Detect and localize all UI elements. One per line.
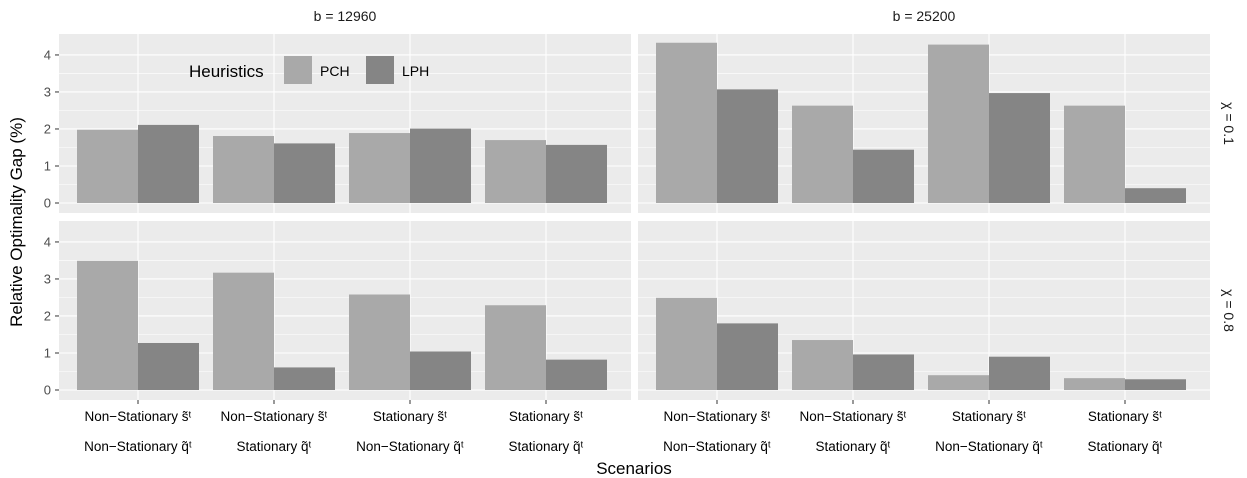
bar-pch [656,42,717,203]
bar-pch [928,44,989,203]
row-strip-label: χ = 0.8 [1221,289,1237,332]
y-tick-label: 1 [44,345,51,360]
y-tick-label: 2 [44,308,51,323]
y-tick-label: 4 [44,47,51,62]
x-category-label: Non−Stationary q̃ᵗ [356,439,464,454]
bar-lph [546,144,607,203]
bar-pch [77,260,138,390]
legend-key-lph [366,56,394,84]
bar-lph [1125,188,1186,203]
bar-lph [274,143,335,203]
bar-pch [792,340,853,390]
y-tick-label: 2 [44,121,51,136]
y-tick-label: 4 [44,234,51,249]
bar-lph [717,323,778,390]
bar-lph [138,124,199,203]
column-strip-label: b = 25200 [893,8,956,24]
bar-pch [77,129,138,203]
x-category-label: Stationary q̃ᵗ [236,439,311,454]
x-category-label: Non−Stationary q̃ᵗ [84,439,192,454]
column-strip-label: b = 12960 [314,8,377,24]
legend-label: LPH [402,63,429,79]
y-tick-label: 0 [44,383,51,398]
x-category-label: Non−Stationary s̃ᵗ [664,409,771,424]
x-axis-title: Scenarios [596,459,672,478]
bar-pch [349,294,410,390]
x-category-label: Non−Stationary s̃ᵗ [85,409,192,424]
x-category-label: Stationary q̃ᵗ [1087,439,1162,454]
bar-pch [349,133,410,203]
row-strip-label: χ = 0.1 [1221,102,1237,145]
bar-pch [1064,378,1125,390]
bar-lph [274,367,335,390]
x-category-label: Non−Stationary q̃ᵗ [663,439,771,454]
x-category-label: Non−Stationary q̃ᵗ [935,439,1043,454]
bar-pch [928,375,989,390]
bar-lph [410,351,471,390]
y-tick-label: 0 [44,196,51,211]
bar-lph [989,93,1050,203]
bars [77,42,1186,390]
bar-pch [792,105,853,203]
x-category-label: Non−Stationary s̃ᵗ [800,409,907,424]
legend-label: PCH [320,63,350,79]
y-tick-label: 3 [44,271,51,286]
legend-title: Heuristics [189,62,264,81]
x-category-label: Stationary s̃ᵗ [373,409,447,424]
x-category-label: Non−Stationary s̃ᵗ [221,409,328,424]
x-category-label: Stationary s̃ᵗ [952,409,1026,424]
y-axis-title: Relative Optimality Gap (%) [7,117,26,327]
bar-pch [213,136,274,203]
bar-pch [1064,105,1125,203]
y-tick-label: 1 [44,158,51,173]
x-category-label: Stationary s̃ᵗ [509,409,583,424]
bar-lph [1125,379,1186,390]
facet-strips: b = 12960 b = 25200 χ = 0.1 χ = 0.8 [314,8,1237,332]
bar-lph [853,354,914,390]
bar-lph [546,359,607,390]
legend: Heuristics PCH LPH [189,56,429,84]
bar-lph [717,89,778,203]
x-category-label: Stationary q̃ᵗ [508,439,583,454]
bar-lph [989,356,1050,390]
bar-pch [656,297,717,390]
bar-lph [410,128,471,203]
bar-pch [485,140,546,203]
x-category-label: Stationary s̃ᵗ [1088,409,1162,424]
bar-lph [853,149,914,203]
axes: 0 1 2 3 4 0 1 2 3 4 Non−Stationary s̃ᵗ Non−Stationa… [44,47,1163,454]
y-tick-label: 3 [44,84,51,99]
bar-pch [213,272,274,390]
bar-pch [485,305,546,390]
bar-lph [138,342,199,390]
legend-key-pch [284,56,312,84]
x-category-label: Stationary q̃ᵗ [815,439,890,454]
